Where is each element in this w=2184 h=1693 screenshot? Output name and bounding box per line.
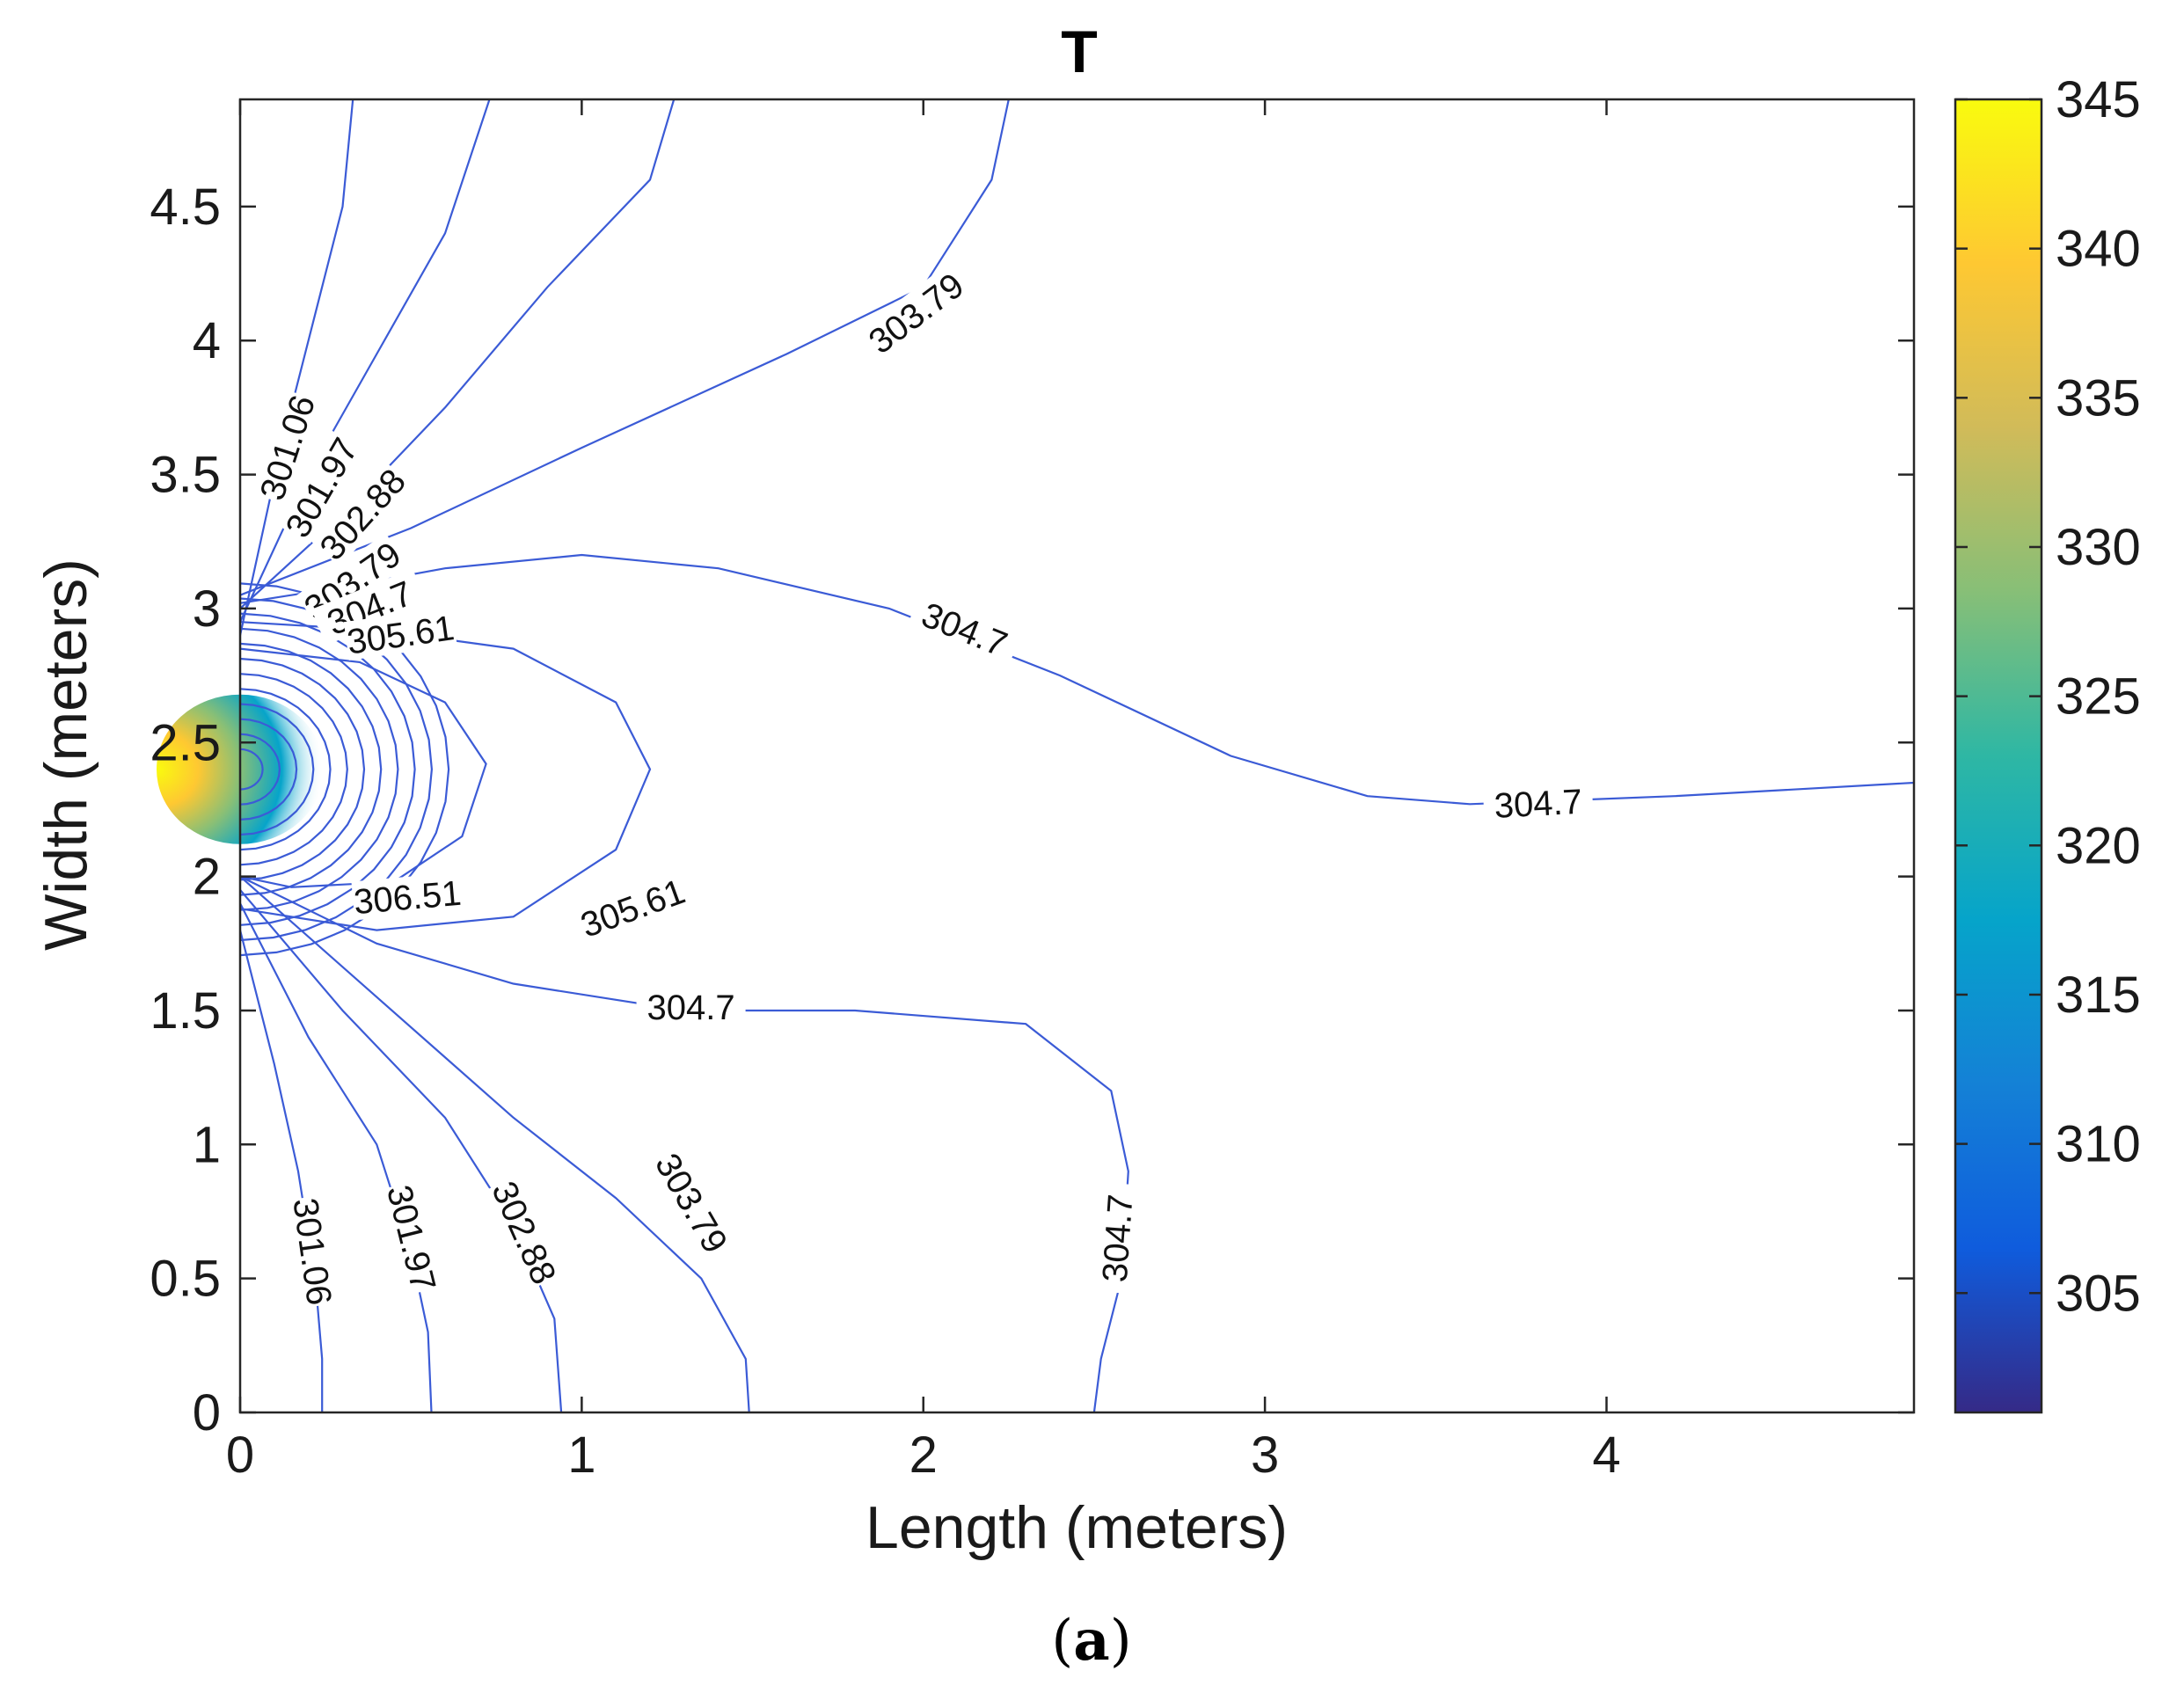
contour-label-bg [351, 872, 464, 921]
colorbar-ticks: 305 310 315 320 325 330 335 340 345 [1955, 71, 2141, 1322]
contour-label: 304.7 [636, 986, 746, 1027]
colorbar-tick-label: 320 [2056, 817, 2141, 874]
contour-label-bg [343, 607, 457, 660]
contour-line-inner [239, 688, 332, 851]
y-tick-label: 1 [193, 1116, 221, 1173]
contour-label-bg [251, 389, 322, 506]
contour-line-inner [239, 627, 399, 911]
contour-label-bg [1482, 780, 1594, 825]
y-tick-label: 4.5 [150, 179, 221, 236]
y-tick-label: 2 [193, 849, 221, 906]
colorbar-tick-label: 305 [2056, 1265, 2141, 1322]
contour-line-inner [239, 733, 281, 806]
x-tick-label: 0 [226, 1427, 254, 1484]
contour-label-bg [1092, 1182, 1140, 1295]
y-axis-ticks: 0 0.5 1 1.5 2 2.5 3 3.5 4 4.5 [150, 179, 1914, 1441]
contour-line-inner [239, 748, 264, 791]
contour-label-bg [287, 1194, 340, 1309]
colorbar-tick-label: 345 [2056, 71, 2141, 128]
contour-line [238, 99, 354, 636]
contour-label-bg [380, 1179, 445, 1295]
subfigure-caption: (a) [1051, 1608, 1131, 1674]
contour-line-inner [239, 657, 366, 881]
colorbar: 305 310 315 320 325 330 335 340 345 [1954, 71, 2141, 1414]
x-axis-label: Length (meters) [866, 1494, 1288, 1561]
contour-label: 306.51 [351, 872, 464, 922]
contour-label-bg [636, 986, 746, 1025]
contour-label-bg [907, 589, 1023, 668]
contour-label-bg [311, 568, 427, 646]
contour-line [239, 875, 1129, 1413]
y-tick-label: 3 [193, 580, 221, 638]
plot-area: 301.06301.06301.97301.97302.88302.88303.… [150, 98, 1916, 1484]
y-tick-label: 2.5 [150, 714, 221, 771]
colorbar-tick-label: 315 [2056, 967, 2141, 1024]
contour-label-text: 304.7 [1494, 783, 1583, 826]
contour-label-text: 306.51 [352, 874, 463, 922]
contour-label-bg [276, 430, 365, 544]
contour-label-bg [648, 1145, 737, 1259]
contour-line-inner [239, 642, 383, 896]
colorbar-tick-label: 335 [2056, 369, 2141, 427]
contour-line [239, 875, 750, 1413]
y-tick-label: 1.5 [150, 982, 221, 1040]
colorbar-tick-label: 325 [2056, 668, 2141, 726]
contour-line-inner [239, 718, 298, 821]
x-tick-label: 1 [567, 1427, 595, 1484]
colorbar-gradient [1954, 98, 2043, 1414]
contour-line [239, 99, 1010, 596]
x-tick-label: 4 [1592, 1427, 1620, 1484]
contour-label-bg [860, 264, 971, 361]
contour-line-inner [239, 703, 315, 836]
y-axis-label: Width (meters) [33, 558, 99, 951]
plot-background [240, 99, 1914, 1412]
x-axis-ticks: 0 1 2 3 4 [226, 99, 1621, 1484]
contour-label-text: 304.7 [1096, 1193, 1141, 1283]
colorbar-tick-label: 330 [2056, 519, 2141, 576]
colorbar-tick-label: 340 [2056, 221, 2141, 278]
y-tick-label: 0 [193, 1384, 221, 1441]
y-tick-label: 4 [193, 312, 221, 369]
contour-label-bg [310, 460, 413, 567]
x-tick-label: 2 [909, 1427, 938, 1484]
colorbar-tick-label: 310 [2056, 1116, 2141, 1173]
y-tick-label: 0.5 [150, 1251, 221, 1308]
x-tick-label: 3 [1251, 1427, 1279, 1484]
contour-label-bg [574, 870, 690, 945]
plot-frame [238, 98, 1916, 1414]
contour-line [239, 889, 563, 1413]
y-tick-label: 3.5 [150, 447, 221, 504]
contour-line-inner [239, 673, 348, 866]
contour-label: 304.7 [1092, 1182, 1141, 1295]
contour-label-bg [296, 533, 408, 628]
contour-label-text: 304.7 [647, 989, 735, 1027]
contour-label: 304.7 [1482, 780, 1594, 826]
contour-label-bg [485, 1174, 566, 1290]
chart-title: T [1061, 18, 1098, 85]
